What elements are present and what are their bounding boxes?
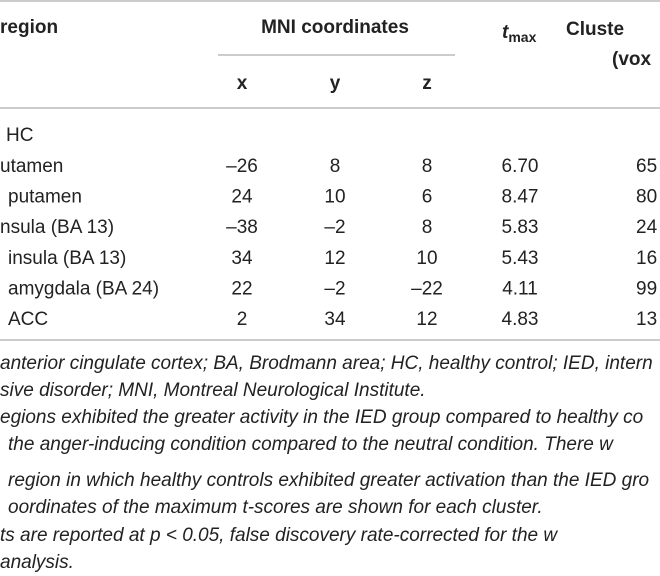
header: tmax	[502, 22, 537, 45]
row-label: ACC	[8, 309, 48, 330]
header: max	[508, 29, 536, 45]
cell: 24	[231, 187, 253, 208]
cell: 6	[422, 187, 433, 208]
cell: 13	[636, 309, 657, 330]
cell: 5.43	[502, 248, 539, 269]
cell: –2	[324, 217, 345, 238]
cell: 99	[636, 278, 657, 299]
cell: 80	[636, 187, 657, 208]
cell: 12	[416, 309, 437, 330]
cell: 22	[231, 278, 252, 299]
footnote: egions exhibited the greater activity in…	[0, 407, 643, 428]
cell: –22	[411, 278, 443, 299]
row-label: nsula (BA 13)	[0, 217, 114, 238]
footnote: ts are reported at p < 0.05, false disco…	[0, 525, 558, 546]
cell: –38	[226, 217, 258, 238]
cell: 65	[636, 156, 657, 177]
header: t	[502, 22, 509, 43]
cell: 2	[237, 309, 248, 330]
header: z	[422, 73, 432, 94]
footnote: region in which healthy controls exhibit…	[8, 470, 649, 491]
cell: –26	[226, 156, 258, 177]
footnote: analysis.	[0, 552, 74, 573]
row-label: amygdala (BA 24)	[8, 278, 159, 299]
footnote: sive disorder; MNI, Montreal Neurologica…	[0, 380, 426, 401]
cell: –2	[324, 278, 345, 299]
cell: 6.70	[502, 156, 539, 177]
cell: 34	[324, 309, 346, 330]
cell: 5.83	[502, 217, 539, 238]
footnote: anterior cingulate cortex; BA, Brodmann …	[0, 353, 653, 374]
header: x	[237, 73, 248, 94]
row-label: putamen	[8, 187, 82, 208]
footnote: the anger-inducing condition compared to…	[8, 434, 614, 455]
cell: 12	[324, 248, 345, 269]
header: region	[0, 17, 58, 38]
cell: 4.11	[502, 278, 538, 299]
group-label: HC	[6, 125, 33, 146]
cell: 8	[422, 217, 433, 238]
header: Cluste	[566, 19, 624, 40]
header: MNI coordinates	[261, 17, 409, 38]
cell: 24	[636, 217, 658, 238]
cell: 8	[422, 156, 433, 177]
row-label: utamen	[0, 156, 63, 177]
row-label: insula (BA 13)	[8, 248, 126, 269]
footnote: oordinates of the maximum t-scores are s…	[8, 497, 543, 518]
cell: 4.83	[502, 309, 539, 330]
cell: 10	[416, 248, 437, 269]
cell: 34	[231, 248, 253, 269]
header: (vox	[612, 49, 652, 70]
cell: 10	[324, 187, 345, 208]
header: y	[330, 73, 341, 94]
cell: 8	[330, 156, 341, 177]
cell: 8.47	[502, 187, 539, 208]
cell: 16	[636, 248, 657, 269]
